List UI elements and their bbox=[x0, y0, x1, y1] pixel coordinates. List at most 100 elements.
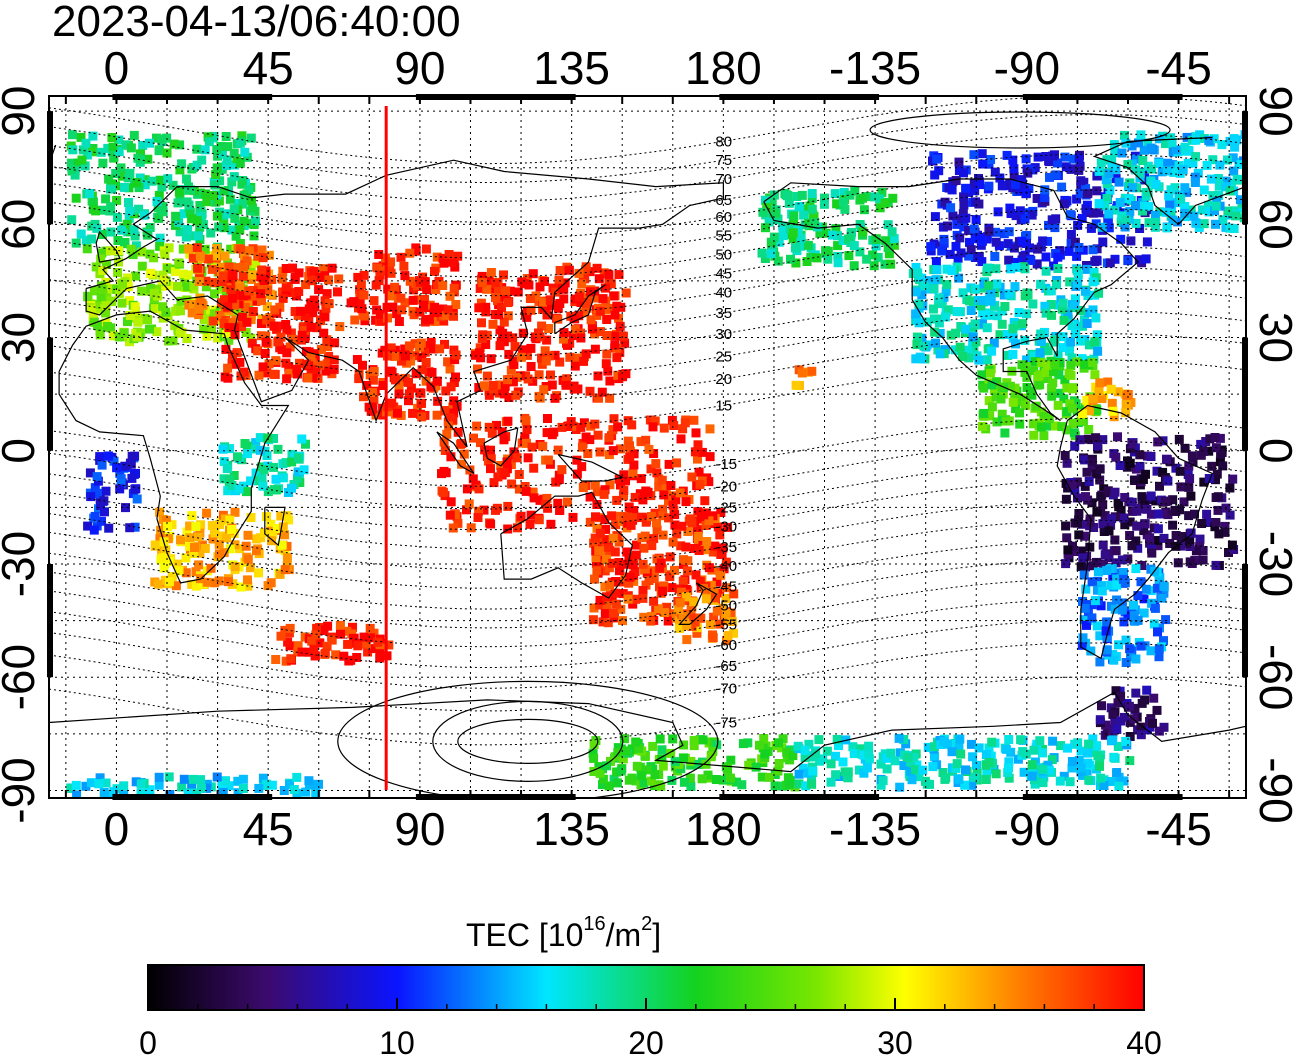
tec-sample-europe-north bbox=[201, 189, 211, 199]
tec-sample-middle-east bbox=[313, 373, 323, 383]
tec-sample-canada bbox=[1005, 203, 1015, 213]
tec-sample-central-america bbox=[987, 380, 997, 390]
tec-sample-middle-east bbox=[297, 330, 307, 340]
tec-sample-europe-south bbox=[103, 284, 113, 294]
tec-sample-mediterranean-east bbox=[220, 251, 230, 261]
tec-sample-east-asia bbox=[509, 360, 519, 369]
tec-sample-middle-east bbox=[226, 317, 236, 327]
tec-sample-middle-east bbox=[324, 299, 334, 309]
lon-label-bottom: 0 bbox=[104, 803, 130, 855]
tec-sample-middle-east bbox=[324, 351, 334, 361]
tec-sample-australia bbox=[679, 555, 688, 565]
tec-sample-antarctica-west bbox=[878, 776, 888, 786]
tec-sample-middle-east bbox=[276, 332, 286, 342]
tec-sample-maritime-asia bbox=[623, 436, 633, 446]
tec-sample-antarctica-west bbox=[899, 734, 909, 744]
tec-sample-alaska bbox=[827, 230, 837, 240]
tec-sample-south-america-north bbox=[1137, 492, 1147, 502]
tec-sample-canada bbox=[1061, 162, 1071, 172]
lon-label-bottom: 45 bbox=[243, 803, 294, 855]
tec-sample-australia bbox=[702, 537, 712, 546]
tec-sample-europe-north bbox=[85, 189, 94, 198]
tec-sample-central-america bbox=[1068, 384, 1078, 394]
tec-sample-antarctica-west bbox=[831, 770, 841, 780]
tec-sample-antarctica-west bbox=[822, 746, 832, 756]
tec-sample-canada bbox=[975, 233, 985, 243]
tec-sample-australia bbox=[607, 511, 617, 521]
tec-sample-australia bbox=[699, 510, 709, 520]
tec-sample-antarctica-fringe bbox=[238, 784, 248, 793]
tec-sample-antarctica-west bbox=[981, 760, 991, 770]
tec-sample-india bbox=[371, 410, 381, 420]
tec-sample-usa bbox=[935, 328, 945, 338]
tec-sample-antarctica-fringe bbox=[301, 787, 311, 797]
tec-sample-usa bbox=[1070, 294, 1080, 304]
tec-sample-antarctic-peninsula bbox=[1101, 720, 1111, 730]
tec-sample-middle-east bbox=[292, 364, 302, 374]
tec-sample-europe-north bbox=[187, 214, 197, 224]
magnetic-latitude-contour bbox=[49, 114, 1246, 184]
tec-sample-australia bbox=[614, 558, 624, 567]
tec-sample-south-america-south bbox=[1101, 626, 1111, 636]
tec-sample-alaska bbox=[766, 249, 776, 259]
tec-sample-antarctica-west bbox=[794, 769, 804, 779]
tec-sample-arctic-greenland bbox=[1123, 160, 1133, 169]
tec-sample-maritime-asia bbox=[592, 500, 602, 509]
tec-sample-south-america-south bbox=[1150, 603, 1160, 613]
tec-sample-maritime-asia bbox=[651, 459, 661, 469]
tec-sample-europe-south bbox=[114, 332, 124, 342]
tec-sample-south-america-north bbox=[1076, 562, 1086, 572]
magnetic-latitude-label: 20 bbox=[715, 371, 732, 388]
tec-sample-maritime-asia bbox=[476, 438, 485, 448]
tec-sample-maritime-asia bbox=[437, 469, 446, 479]
tec-sample-usa bbox=[965, 296, 975, 306]
tec-sample-indian-ocean-south bbox=[384, 640, 394, 650]
tec-sample-antarctica-west bbox=[800, 753, 810, 763]
tec-sample-alaska bbox=[778, 225, 788, 235]
tec-sample-arctic-greenland bbox=[1162, 166, 1172, 176]
tec-sample-east-asia bbox=[542, 310, 552, 320]
tec-sample-europe-north bbox=[158, 207, 168, 217]
tec-sample-india bbox=[420, 347, 430, 357]
tec-sample-southern-africa bbox=[200, 544, 210, 553]
tec-sample-east-africa bbox=[281, 458, 291, 468]
tec-sample-east-africa bbox=[269, 485, 279, 495]
tec-sample-canada bbox=[1092, 186, 1102, 196]
tec-sample-india bbox=[404, 341, 414, 351]
tec-sample-australia bbox=[699, 583, 709, 593]
tec-sample-antarctica-west bbox=[1021, 749, 1031, 759]
tec-sample-europe-north bbox=[157, 134, 167, 144]
tec-sample-europe-north bbox=[212, 145, 222, 154]
tec-sample-antarctica-fringe bbox=[221, 776, 230, 786]
tec-sample-europe-north bbox=[242, 152, 252, 162]
tec-sample-europe-north bbox=[175, 140, 185, 150]
tec-sample-canada bbox=[1091, 219, 1101, 229]
tec-sample-east-asia bbox=[481, 302, 491, 312]
tec-sample-central-asia bbox=[359, 290, 369, 300]
tec-sample-middle-east bbox=[261, 331, 271, 341]
tec-sample-middle-east bbox=[219, 319, 229, 328]
tec-sample-east-asia bbox=[574, 268, 584, 278]
tec-sample-maritime-asia bbox=[599, 489, 609, 499]
tec-sample-central-asia bbox=[386, 268, 396, 278]
tec-sample-south-america-north bbox=[1088, 561, 1098, 571]
tec-sample-canada bbox=[969, 178, 979, 188]
tec-sample-alaska bbox=[789, 211, 799, 221]
tec-sample-central-america bbox=[1010, 392, 1020, 402]
tec-sample-east-asia bbox=[582, 299, 592, 309]
tec-sample-europe-north bbox=[108, 142, 118, 152]
tec-sample-usa bbox=[1053, 264, 1063, 273]
tec-sample-australia bbox=[610, 547, 620, 557]
tec-sample-south-america-south bbox=[1133, 591, 1143, 601]
graticule-grid bbox=[49, 96, 1246, 798]
tec-sample-australia bbox=[665, 572, 675, 582]
tec-sample-europe-south bbox=[200, 244, 210, 254]
tec-sample-australia bbox=[678, 576, 688, 586]
tec-sample-australia bbox=[591, 558, 601, 568]
tec-sample-arctic-greenland bbox=[1131, 201, 1140, 210]
tec-sample-arctic-greenland bbox=[1131, 165, 1141, 175]
tec-sample-usa bbox=[1091, 313, 1101, 323]
tec-sample-southern-africa bbox=[202, 508, 212, 518]
tec-sample-europe-north bbox=[183, 225, 193, 234]
tec-sample-south-america-north bbox=[1184, 461, 1194, 471]
